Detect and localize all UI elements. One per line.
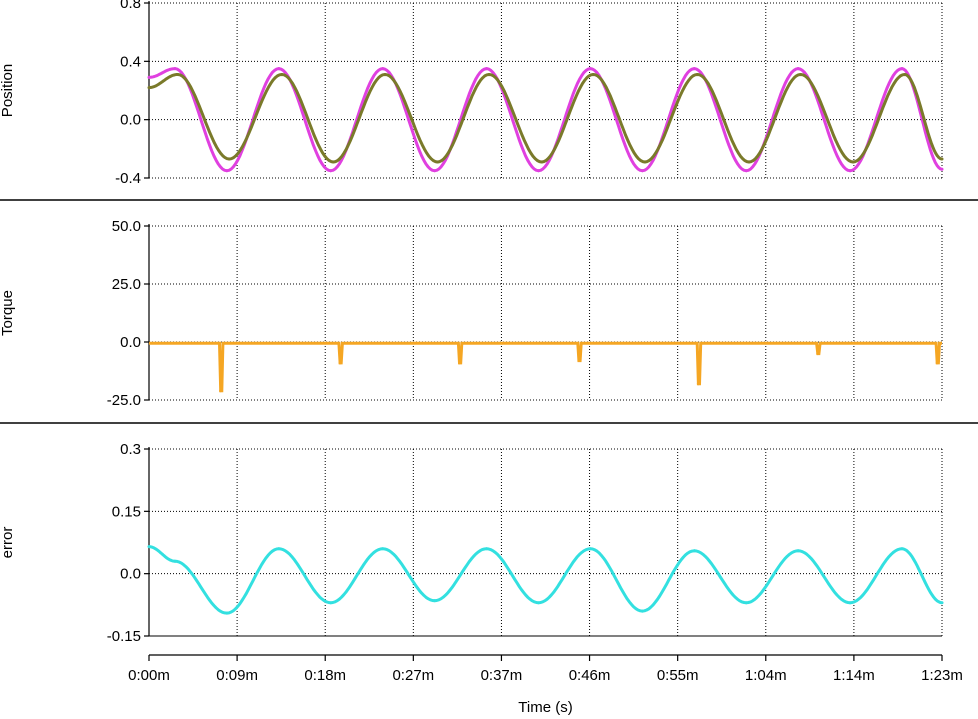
spike-point xyxy=(338,361,342,365)
y-axis-title: Torque xyxy=(0,290,16,336)
spike-point xyxy=(935,361,939,365)
series-point xyxy=(643,160,647,164)
series-point xyxy=(940,601,944,605)
series-point xyxy=(147,86,151,90)
series-point xyxy=(225,169,229,173)
series-point xyxy=(329,601,333,605)
x-tick-label: 0:00m xyxy=(128,667,170,684)
series-point xyxy=(280,72,284,76)
series-point xyxy=(744,169,748,173)
series-point xyxy=(796,549,800,553)
x-tick-label: 0:27m xyxy=(392,667,434,684)
y-tick-label: 0.0 xyxy=(120,334,141,351)
series-point xyxy=(381,67,385,71)
series-point xyxy=(848,169,852,173)
y-tick-label: 0.4 xyxy=(120,53,141,70)
spike-point xyxy=(458,361,462,365)
series-point xyxy=(176,72,180,76)
y-tick-label: 50.0 xyxy=(112,218,141,235)
x-tick-label: 0:09m xyxy=(216,667,258,684)
series-point xyxy=(277,67,281,71)
y-tick-label: 0.8 xyxy=(120,0,141,12)
series-point xyxy=(329,169,333,173)
series-point xyxy=(537,601,541,605)
x-axis-title: Time (s) xyxy=(518,699,572,716)
series-point xyxy=(433,599,437,603)
series-point xyxy=(940,167,944,171)
series-point xyxy=(537,169,541,173)
series-point xyxy=(903,72,907,76)
y-tick-label: -25.0 xyxy=(107,392,141,409)
spike-point xyxy=(577,359,581,363)
series-point xyxy=(900,547,904,551)
y-tick-label: 0.3 xyxy=(120,441,141,458)
series-point xyxy=(331,160,335,164)
series-point xyxy=(692,67,696,71)
y-tick-label: 0.15 xyxy=(112,503,141,520)
series-point xyxy=(900,67,904,71)
y-axis-title: Position xyxy=(0,64,16,117)
series-point xyxy=(851,160,855,164)
series-line-0 xyxy=(148,545,943,615)
series-point xyxy=(640,169,644,173)
series-point xyxy=(799,72,803,76)
series-point xyxy=(588,547,592,551)
x-tick-label: 1:14m xyxy=(833,667,875,684)
x-tick-label: 1:04m xyxy=(745,667,787,684)
series-point xyxy=(540,160,544,164)
series-point xyxy=(487,72,491,76)
panel-error: -0.15 0.0 0.15 0.3 error xyxy=(0,441,944,645)
series-point xyxy=(277,547,281,551)
series-point xyxy=(436,160,440,164)
x-tick-label: 0:55m xyxy=(657,667,699,684)
y-axis-title: error xyxy=(0,527,16,559)
series-point xyxy=(485,67,489,71)
series-point xyxy=(640,609,644,613)
x-tick-label: 1:23m xyxy=(921,667,963,684)
x-tick-label: 0:46m xyxy=(569,667,611,684)
series-point xyxy=(173,67,177,71)
series-point xyxy=(747,160,751,164)
series-point xyxy=(147,75,151,79)
x-tick-label: 0:37m xyxy=(481,667,523,684)
x-tick-label: 0:18m xyxy=(304,667,346,684)
panel-position: -0.4 0.0 0.4 0.8 Position xyxy=(0,0,978,201)
y-tick-label: 25.0 xyxy=(112,276,141,293)
series-point xyxy=(225,611,229,615)
series-point xyxy=(227,157,231,161)
series-point xyxy=(147,545,151,549)
spike-point xyxy=(696,382,700,386)
y-tick-label: 0.0 xyxy=(120,112,141,129)
series-point xyxy=(692,549,696,553)
series-line-0 xyxy=(149,341,942,393)
series-point xyxy=(848,601,852,605)
y-tick-label: -0.15 xyxy=(107,628,141,645)
series-point xyxy=(796,67,800,71)
series-point xyxy=(381,547,385,551)
series-point xyxy=(695,72,699,76)
spike-point xyxy=(816,352,820,356)
y-tick-label: 0.0 xyxy=(120,566,141,583)
series-point xyxy=(383,72,387,76)
series-point xyxy=(744,601,748,605)
y-tick-label: -0.4 xyxy=(115,170,141,187)
panel-torque: -25.0 0.0 25.0 50.0 Torque xyxy=(0,218,978,424)
series-point xyxy=(588,67,592,71)
series-point xyxy=(433,169,437,173)
series-point xyxy=(591,72,595,76)
series-point xyxy=(485,547,489,551)
series-point xyxy=(940,157,944,161)
spike-point xyxy=(219,389,223,393)
series-point xyxy=(173,559,177,563)
